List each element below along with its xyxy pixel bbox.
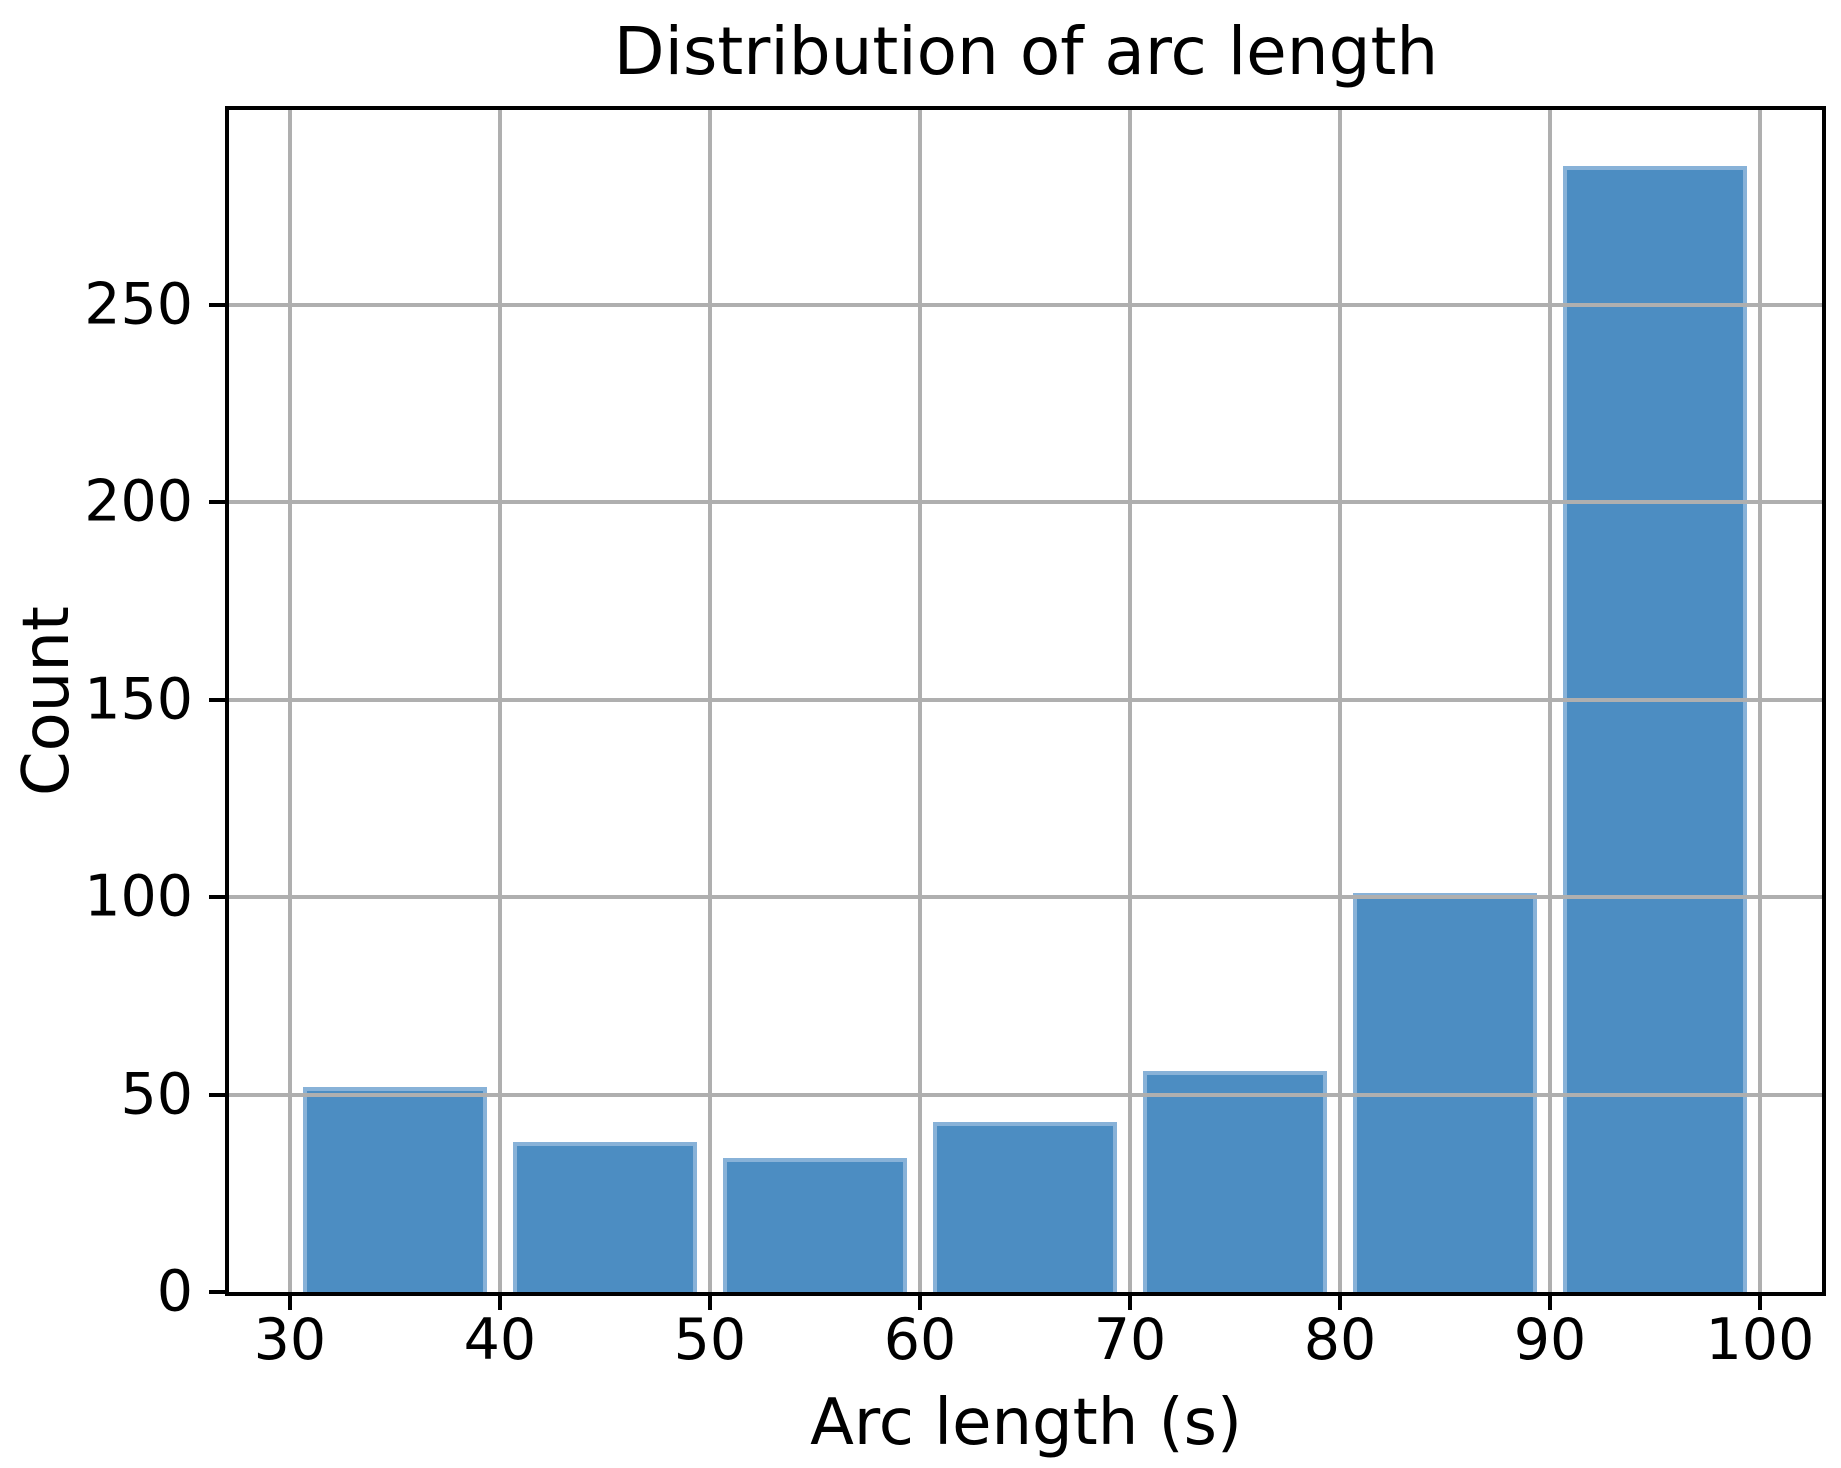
x-axis-tick xyxy=(1548,1294,1552,1310)
y-tick-label: 200 xyxy=(84,468,193,535)
x-tick-label: 100 xyxy=(1705,1307,1815,1373)
chart-title: Distribution of arc length xyxy=(613,13,1439,90)
y-tick-label: 100 xyxy=(84,863,193,930)
horizontal-gridline xyxy=(229,302,1822,307)
x-tick-label: 90 xyxy=(1513,1307,1587,1373)
x-axis-tick xyxy=(497,1294,502,1310)
y-axis-tick xyxy=(209,302,225,307)
y-tick-label: 0 xyxy=(156,1258,193,1325)
histogram-bar xyxy=(1562,166,1748,1292)
x-axis-tick xyxy=(918,1294,922,1310)
x-tick-label: 40 xyxy=(463,1307,537,1373)
horizontal-gridline xyxy=(229,697,1822,702)
histogram-bar xyxy=(932,1122,1118,1292)
histogram-bar xyxy=(1142,1070,1328,1292)
y-axis-tick xyxy=(209,500,225,504)
y-axis-tick xyxy=(209,895,225,899)
plot-area xyxy=(225,106,1826,1296)
histogram-bar xyxy=(302,1086,488,1292)
x-axis-tick xyxy=(1758,1294,1762,1310)
x-tick-label: 60 xyxy=(883,1307,957,1373)
x-tick-label: 30 xyxy=(253,1307,327,1373)
histogram-bar xyxy=(512,1141,698,1292)
histogram-bar xyxy=(722,1157,908,1292)
y-axis-tick xyxy=(209,697,225,702)
x-tick-label: 70 xyxy=(1093,1307,1167,1373)
y-tick-label: 250 xyxy=(84,271,193,337)
horizontal-gridline xyxy=(229,1092,1822,1097)
x-axis-tick xyxy=(1128,1294,1132,1310)
x-axis-label: Arc length (s) xyxy=(810,1386,1242,1460)
x-axis-tick xyxy=(287,1294,292,1310)
x-axis-tick xyxy=(707,1294,712,1310)
x-tick-label: 50 xyxy=(673,1307,747,1373)
y-axis-tick xyxy=(209,1092,225,1097)
horizontal-gridline xyxy=(229,500,1822,504)
x-tick-label: 80 xyxy=(1303,1307,1377,1373)
y-tick-label: 50 xyxy=(120,1061,193,1127)
y-tick-label: 150 xyxy=(84,666,193,732)
x-axis-tick xyxy=(1338,1294,1342,1310)
horizontal-gridline xyxy=(229,895,1822,899)
y-axis-label: Count xyxy=(9,605,84,797)
y-axis-tick xyxy=(209,1290,225,1294)
